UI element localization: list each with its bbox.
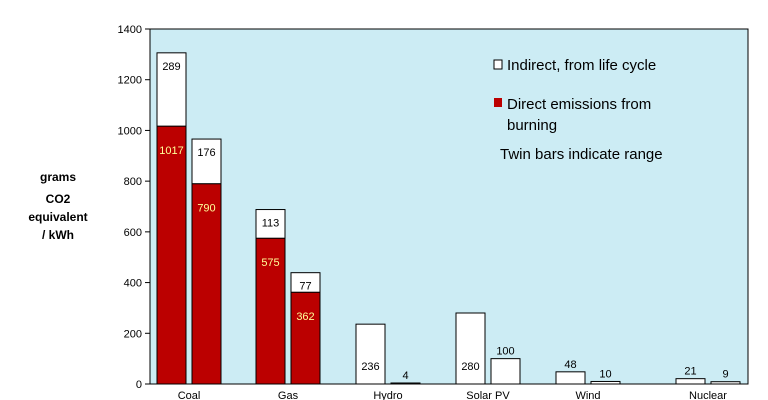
bar-indirect <box>555 371 586 385</box>
legend: Indirect, from life cycle Direct emissio… <box>493 57 663 163</box>
x-category-label: Wind <box>575 390 600 400</box>
bar-indirect <box>290 272 321 293</box>
y-tick-label: 400 <box>124 278 142 290</box>
bar-indirect <box>455 312 486 385</box>
data-label-indirect: 9 <box>722 369 728 381</box>
legend-swatch-direct <box>494 98 502 107</box>
plot-area <box>149 28 749 385</box>
data-label-indirect: 176 <box>197 147 215 159</box>
x-category-label: Nuclear <box>689 390 727 400</box>
legend-note: Twin bars indicate range <box>500 146 663 163</box>
y-tick-label: 800 <box>124 176 142 188</box>
y-axis-label-line-3: equivalent <box>28 210 87 224</box>
y-tick-label: 1000 <box>118 125 142 137</box>
x-category-label: Solar PV <box>466 390 510 400</box>
bar-indirect <box>590 380 621 385</box>
bar-indirect <box>156 52 187 127</box>
x-category-label: Gas <box>278 390 299 400</box>
data-label-indirect: 289 <box>162 61 180 73</box>
y-tick-label: 200 <box>124 328 142 340</box>
bars: 1017 289 790 176 575 113 362 77 236 4 280 100 48 10 21… <box>156 52 741 385</box>
data-label-indirect: 236 <box>361 361 379 373</box>
bar-direct <box>156 125 187 385</box>
data-label-direct: 790 <box>197 203 215 215</box>
bar-indirect <box>710 381 741 385</box>
data-label-direct: 575 <box>261 257 279 269</box>
data-label-indirect: 100 <box>496 346 514 358</box>
y-axis-label: grams CO2 equivalent / kWh <box>28 170 87 242</box>
legend-label-direct-line-2: burning <box>507 117 557 134</box>
data-label-direct: 362 <box>296 311 314 323</box>
bar-indirect <box>675 378 706 385</box>
data-label-indirect: 113 <box>262 218 280 230</box>
bar-indirect <box>390 382 421 385</box>
bar-direct <box>191 183 222 385</box>
data-label-indirect: 280 <box>461 361 479 373</box>
y-axis-label-line-4: / kWh <box>42 228 74 242</box>
data-label-indirect: 77 <box>299 281 311 293</box>
bar-indirect <box>490 358 521 385</box>
data-label-indirect: 48 <box>564 359 576 371</box>
y-tick-label: 1200 <box>118 75 142 87</box>
y-tick-label: 600 <box>124 227 142 239</box>
bar-indirect <box>355 323 386 385</box>
x-category-label: Hydro <box>373 390 402 400</box>
legend-label-direct-line-1: Direct emissions from <box>507 96 651 113</box>
y-tick-label: 1400 <box>118 24 142 36</box>
legend-swatch-indirect <box>493 59 503 70</box>
x-category-label: Coal <box>178 390 201 400</box>
x-axis: Coal Gas Hydro Solar PV Wind Nuclear <box>178 390 728 400</box>
y-axis-label-line-1: grams <box>40 170 76 184</box>
y-axis-label-line-2: CO2 <box>46 192 71 206</box>
data-label-direct: 1017 <box>159 145 183 157</box>
y-tick-label: 0 <box>136 379 142 391</box>
bar-indirect <box>255 209 286 239</box>
bar-direct <box>290 291 321 385</box>
bar-indirect <box>191 138 222 185</box>
legend-label-indirect: Indirect, from life cycle <box>507 57 656 74</box>
data-label-indirect: 4 <box>402 370 408 382</box>
data-label-indirect: 10 <box>599 368 611 380</box>
data-label-indirect: 21 <box>684 366 696 378</box>
y-axis: 0 200 400 600 800 1000 1200 1400 <box>118 24 150 391</box>
bar-direct <box>255 237 286 385</box>
